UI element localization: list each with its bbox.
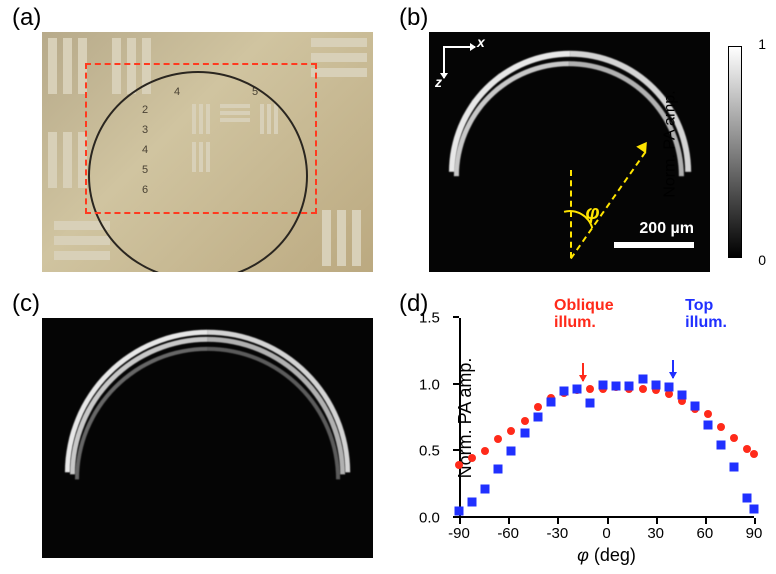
panel-b-label: (b) — [399, 4, 428, 32]
x-tick-label: 0 — [602, 525, 610, 542]
data-point — [573, 384, 582, 393]
data-point — [612, 382, 621, 391]
scale-bar — [614, 242, 694, 248]
x-tick — [459, 518, 461, 524]
y-tick-label: 1.0 — [419, 376, 440, 393]
z-axis-arrow — [443, 46, 445, 78]
data-point — [664, 383, 673, 392]
x-tick — [705, 518, 707, 524]
panel-c-image — [42, 318, 373, 558]
data-point — [704, 410, 712, 418]
panel-a: (a) 4 5 2 3 4 5 6 — [6, 6, 383, 282]
x-tick-label: 30 — [647, 525, 664, 542]
legend-arrow-icon — [582, 363, 584, 381]
data-point — [625, 382, 634, 391]
legend-arrow-icon — [672, 360, 674, 378]
colorbar-max: 1 — [758, 36, 766, 52]
colorbar — [728, 46, 742, 258]
data-point — [455, 461, 463, 469]
x-tick-label: -60 — [497, 525, 519, 542]
panel-d: (d) φ (deg) Norm. PA amp. -90-60-3003060… — [393, 292, 770, 568]
data-point — [730, 434, 738, 442]
panel-b: (b) x z φ 200 µm 1 0 Norm. PA amp. — [393, 6, 770, 282]
x-tick-label: 90 — [746, 525, 763, 542]
x-tick — [656, 518, 658, 524]
x-tick-label: 60 — [696, 525, 713, 542]
data-point — [494, 464, 503, 473]
data-point — [521, 417, 529, 425]
data-point — [468, 454, 476, 462]
data-point — [704, 420, 713, 429]
data-point — [455, 507, 464, 516]
data-point — [750, 504, 759, 513]
colorbar-title: Norm. PA amp. — [661, 90, 679, 197]
legend-oblique: Obliqueillum. — [554, 298, 614, 332]
x-tick — [508, 518, 510, 524]
y-tick-label: 0.0 — [419, 510, 440, 527]
panel-c: (c) — [6, 292, 383, 568]
data-point — [651, 380, 660, 389]
x-tick-label: -30 — [546, 525, 568, 542]
z-axis-label: z — [435, 74, 442, 90]
usaf-bars — [322, 210, 367, 266]
data-point — [750, 450, 758, 458]
panel-d-label: (d) — [399, 290, 428, 318]
figure-grid: (a) 4 5 2 3 4 5 6 — [0, 0, 776, 574]
panel-a-label: (a) — [12, 4, 41, 32]
x-axis-arrow — [443, 46, 475, 48]
x-tick — [557, 518, 559, 524]
panel-c-label: (c) — [12, 290, 40, 318]
y-tick — [453, 449, 459, 451]
data-point — [599, 380, 608, 389]
data-point — [743, 494, 752, 503]
data-point — [534, 403, 542, 411]
data-point — [481, 484, 490, 493]
data-point — [717, 440, 726, 449]
data-point — [639, 385, 647, 393]
y-tick-label: 0.5 — [419, 443, 440, 460]
data-point — [507, 447, 516, 456]
plot-frame — [459, 318, 754, 518]
y-tick — [453, 316, 459, 318]
data-point — [638, 375, 647, 384]
data-point — [717, 423, 725, 431]
phi-label: φ — [586, 202, 600, 225]
x-tick — [607, 518, 609, 524]
scale-bar-label: 200 µm — [639, 220, 694, 238]
data-point — [520, 428, 529, 437]
data-point — [468, 498, 477, 507]
legend-top: Topillum. — [685, 298, 727, 332]
data-point — [559, 387, 568, 396]
x-tick — [754, 518, 756, 524]
data-point — [533, 412, 542, 421]
data-point — [507, 427, 515, 435]
x-tick-label: -90 — [448, 525, 470, 542]
data-point — [586, 399, 595, 408]
data-point — [494, 435, 502, 443]
roi-box — [85, 63, 317, 214]
data-point — [691, 402, 700, 411]
panel-a-image: 4 5 2 3 4 5 6 — [42, 32, 373, 272]
x-axis-label: x — [477, 34, 485, 50]
data-point — [586, 385, 594, 393]
colorbar-min: 0 — [758, 252, 766, 268]
data-point — [677, 391, 686, 400]
data-point — [546, 398, 555, 407]
usaf-bars — [311, 38, 367, 83]
data-point — [481, 447, 489, 455]
pa-arc — [42, 318, 373, 558]
data-point — [730, 463, 739, 472]
scatter-plot: φ (deg) Norm. PA amp. -90-60-3003060900.… — [459, 318, 754, 518]
y-tick — [453, 516, 459, 518]
x-axis-label: φ (deg) — [577, 545, 636, 566]
y-tick — [453, 383, 459, 385]
